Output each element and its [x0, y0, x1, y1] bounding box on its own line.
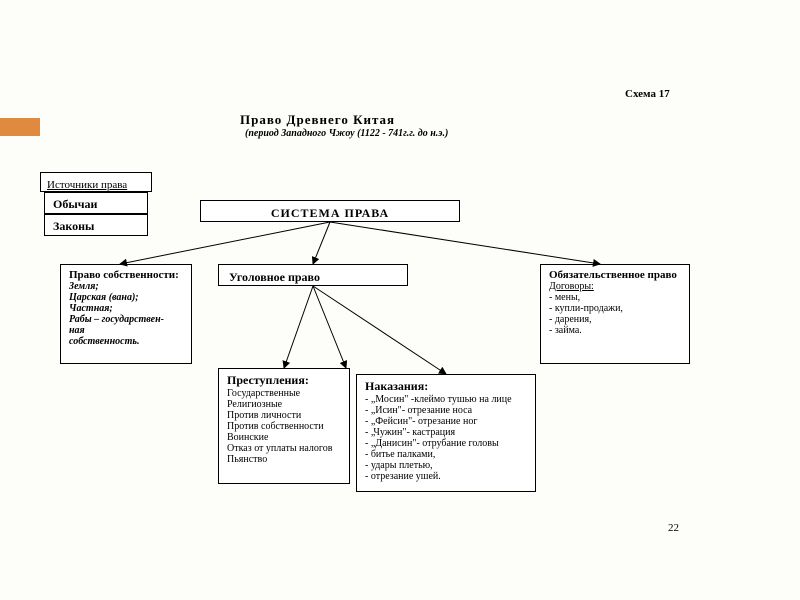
property-box: Право собственности: Земля; Царская (ван…: [60, 264, 192, 364]
punishments-line: - отрезание ушей.: [365, 471, 527, 482]
obligations-subtitle: Договоры:: [549, 281, 681, 292]
sources-label-box: Источники права: [40, 172, 152, 192]
punishments-line: - удары плетью,: [365, 460, 527, 471]
sources-item-customs: Обычаи: [44, 192, 148, 214]
crimes-line: Религиозные: [227, 399, 341, 410]
obligations-line: - займа.: [549, 325, 681, 336]
system-title: СИСТЕМА ПРАВА: [271, 206, 389, 220]
crimes-line: Против личности: [227, 410, 341, 421]
property-line: Земля;: [69, 281, 183, 292]
crimes-line: Отказ от уплаты налогов: [227, 443, 341, 454]
punishments-line: - „Чужин"- кастрация: [365, 427, 527, 438]
page-subtitle: (период Западного Чжоу (1122 - 741г.г. д…: [245, 128, 448, 139]
obligations-title: Обязательственное право: [549, 269, 681, 281]
sources-label: Источники права: [47, 179, 127, 191]
obligations-line: - мены,: [549, 292, 681, 303]
sources-item-label: Обычаи: [53, 197, 97, 211]
punishments-line: - „Данисин"- отрубание головы: [365, 438, 527, 449]
sources-item-label: Законы: [53, 219, 94, 233]
crimes-line: Государственные: [227, 388, 341, 399]
property-line: Царская (вана);: [69, 292, 183, 303]
page-number: 22: [668, 522, 679, 534]
crimes-line: Пьянство: [227, 454, 341, 465]
crimes-line: Воинские: [227, 432, 341, 443]
system-box: СИСТЕМА ПРАВА: [200, 200, 460, 222]
criminal-box: Уголовное право: [218, 264, 408, 286]
crimes-line: Против собственности: [227, 421, 341, 432]
crimes-title: Преступления:: [227, 373, 341, 388]
page: Схема 17 Право Древнего Китая (период За…: [0, 0, 800, 600]
crimes-box: Преступления: Государственные Религиозны…: [218, 368, 350, 484]
slide-tab: [0, 118, 40, 136]
punishments-line: - битье палками,: [365, 449, 527, 460]
punishments-line: - „Фейсин"- отрезание ног: [365, 416, 527, 427]
sources-item-laws: Законы: [44, 214, 148, 236]
property-title: Право собственности:: [69, 269, 183, 281]
obligations-line: - купли-продажи,: [549, 303, 681, 314]
punishments-line: - „Исин"- отрезание носа: [365, 405, 527, 416]
property-line: ная: [69, 325, 183, 336]
punishments-title: Наказания:: [365, 379, 527, 394]
criminal-title: Уголовное право: [229, 270, 320, 284]
obligations-line: - дарения,: [549, 314, 681, 325]
property-line: Рабы – государствен-: [69, 314, 183, 325]
property-line: собственность.: [69, 336, 183, 347]
scheme-label: Схема 17: [625, 88, 670, 100]
property-line: Частная;: [69, 303, 183, 314]
punishments-box: Наказания: - „Мосин" -клеймо тушью на ли…: [356, 374, 536, 492]
obligations-box: Обязательственное право Договоры: - мены…: [540, 264, 690, 364]
page-title: Право Древнего Китая: [240, 112, 395, 128]
punishments-line: - „Мосин" -клеймо тушью на лице: [365, 394, 527, 405]
